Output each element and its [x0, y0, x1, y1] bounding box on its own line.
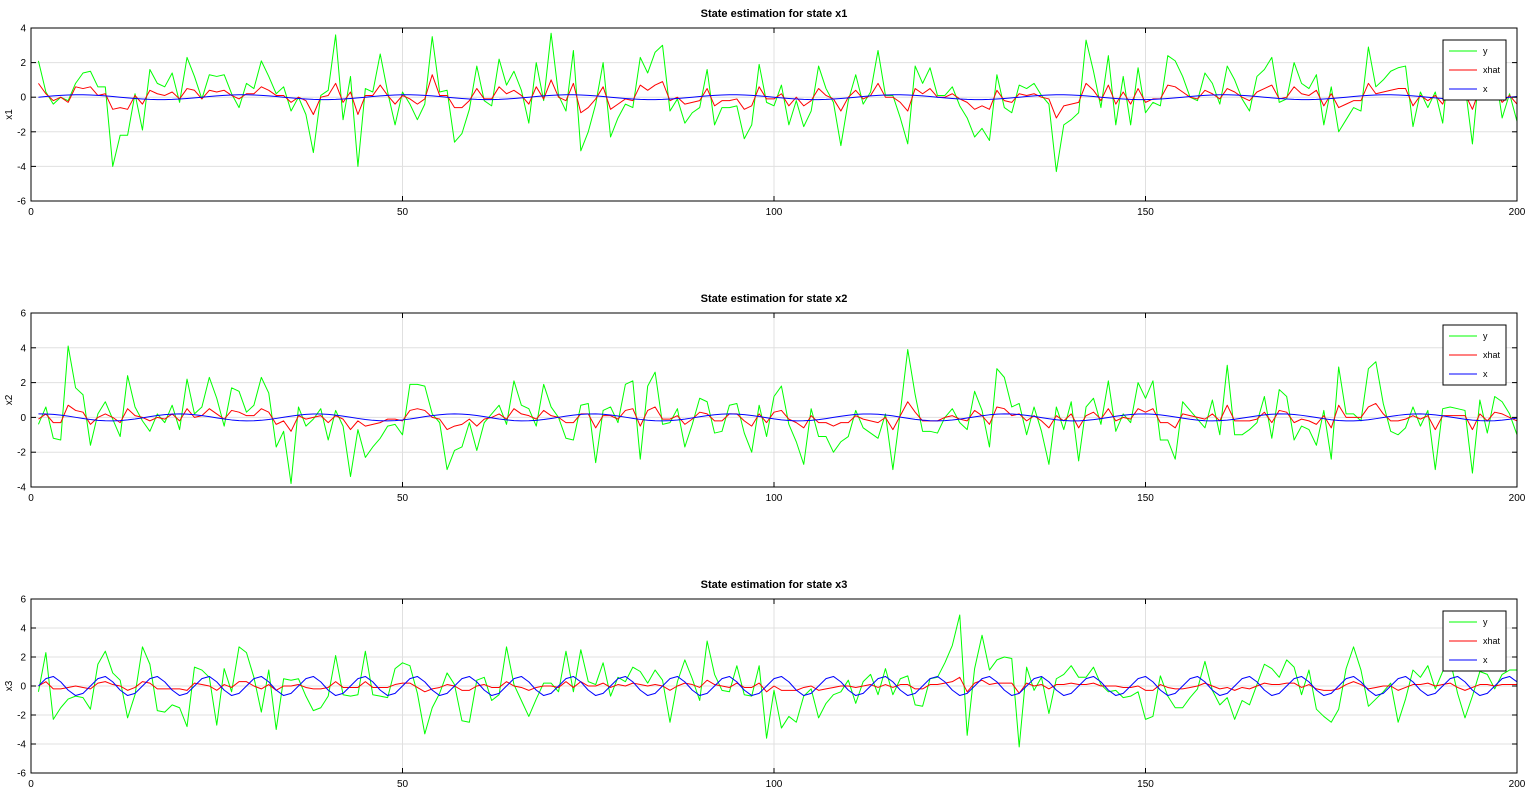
legend-label: xhat	[1483, 636, 1501, 646]
legend: y xhat x	[1442, 39, 1507, 101]
legend-label: x	[1483, 84, 1488, 94]
x-tick-label: 200	[1509, 779, 1526, 790]
y-tick-label: -6	[17, 769, 26, 780]
series-line-x	[38, 94, 1517, 101]
y-tick-label: 6	[20, 309, 26, 320]
chart-title: State estimation for state x2	[701, 293, 848, 305]
x-tick-label: 50	[397, 779, 409, 790]
x-tick-label: 150	[1137, 779, 1154, 790]
y-axis-label: x2	[4, 394, 15, 405]
x-tick-label: 0	[28, 207, 34, 218]
series-line-xhat	[38, 74, 1517, 119]
y-tick-label: -2	[17, 448, 26, 459]
y-tick-label: 2	[20, 378, 26, 389]
series-line-y	[37, 32, 1517, 173]
legend-label: xhat	[1483, 350, 1501, 360]
x-tick-label: 100	[766, 493, 783, 504]
x-tick-label: 150	[1137, 493, 1154, 504]
y-axis-label: x1	[4, 109, 15, 120]
y-tick-label: 2	[20, 653, 26, 664]
series-line-x	[38, 675, 1517, 697]
series-group	[37, 32, 1517, 173]
subplot-2: 0 50 100 150 200 -4 -2 0 2 4 6 State estimation for…	[4, 293, 1526, 504]
y-tick-label: -6	[17, 197, 26, 208]
subplot-3: 0 50 100 150 200 -6 -4 -2 0 2 4 6 State estimation f…	[4, 579, 1526, 790]
y-tick-label: -4	[17, 483, 26, 494]
x-tick-label: 200	[1509, 493, 1526, 504]
series-group	[37, 614, 1517, 748]
legend: y xhat x	[1442, 610, 1507, 672]
legend-label: y	[1483, 46, 1488, 56]
series-line-xhat	[38, 401, 1517, 432]
y-tick-label: 4	[20, 343, 26, 354]
y-tick-label: 6	[20, 595, 26, 606]
y-tick-label: -2	[17, 711, 26, 722]
y-tick-label: 2	[20, 58, 26, 69]
y-tick-label: -2	[17, 127, 26, 138]
chart-title: State estimation for state x3	[701, 579, 848, 591]
series-group	[37, 345, 1517, 485]
series-line-y	[37, 345, 1517, 485]
x-tick-label: 50	[397, 493, 409, 504]
legend: y xhat x	[1442, 324, 1507, 386]
x-tick-label: 0	[28, 493, 34, 504]
y-tick-label: -4	[17, 740, 26, 751]
x-tick-label: 200	[1509, 207, 1526, 218]
legend-label: y	[1483, 331, 1488, 341]
y-tick-label: 4	[20, 624, 26, 635]
x-tick-label: 0	[28, 779, 34, 790]
series-line-x	[38, 413, 1517, 422]
legend-label: y	[1483, 617, 1488, 627]
y-tick-label: -4	[17, 162, 26, 173]
x-tick-label: 100	[766, 779, 783, 790]
y-axis-label: x3	[4, 680, 15, 691]
chart-title: State estimation for state x1	[701, 8, 848, 20]
y-tick-label: 0	[20, 682, 26, 693]
series-line-y	[37, 614, 1517, 748]
y-tick-label: 0	[20, 93, 26, 104]
x-tick-label: 50	[397, 207, 409, 218]
x-tick-label: 150	[1137, 207, 1154, 218]
legend-label: x	[1483, 655, 1488, 665]
legend-label: xhat	[1483, 65, 1501, 75]
subplot-1: 0 50 100 150 200 -6 -4 -2 0 2 4 State estimation fo…	[4, 8, 1526, 218]
x-tick-label: 100	[766, 207, 783, 218]
legend-label: x	[1483, 369, 1488, 379]
series-line-xhat	[38, 676, 1517, 694]
y-tick-label: 0	[20, 413, 26, 424]
y-tick-label: 4	[20, 24, 26, 35]
